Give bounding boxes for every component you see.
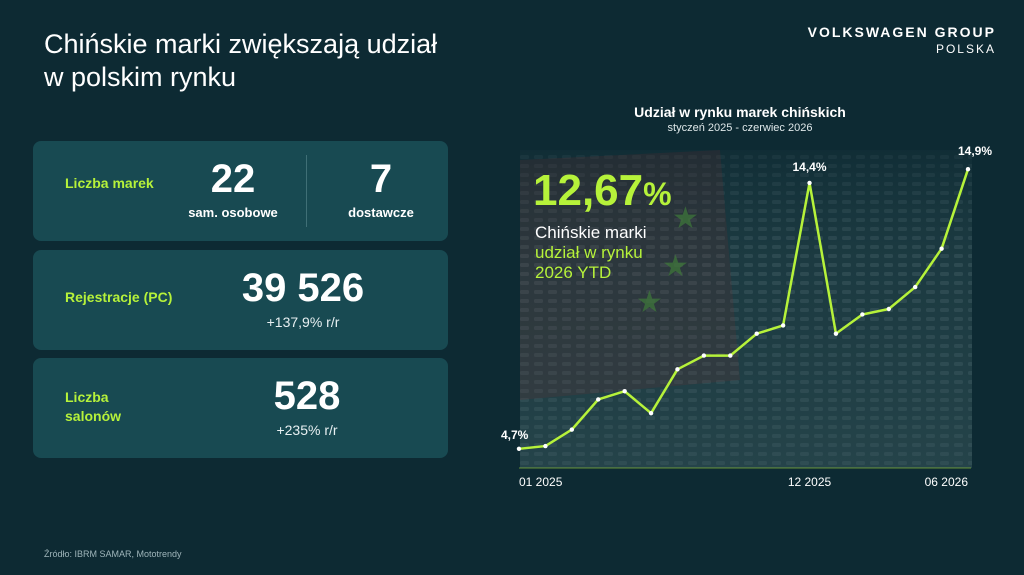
star-icon: ★ [672, 202, 699, 235]
data-point [807, 180, 812, 186]
chart-title: Udział w rynku marek chińskich [634, 104, 846, 120]
registrations-card: Rejestracje (PC) 39 526 +137,9% r/r [33, 250, 448, 350]
kpi-number: 12,67 [533, 166, 644, 215]
data-point [622, 389, 627, 394]
kpi-label-line2: udział w rynku [535, 243, 643, 262]
page-title: Chińskie marki zwiększają udział w polsk… [44, 28, 564, 94]
data-point [516, 446, 522, 452]
delivery-brands-value: 7 [369, 157, 393, 201]
data-point [675, 367, 680, 372]
passenger-brands-value: 22 [210, 157, 256, 201]
data-point [860, 312, 865, 317]
background-fade [520, 150, 972, 468]
data-point [728, 353, 733, 358]
x-tick-label: 01 2025 [519, 475, 563, 489]
flag-shade [520, 150, 740, 400]
dealers-change: +235% r/r [276, 422, 338, 438]
dealers-value: 528 [273, 374, 341, 418]
brands-label: Liczba marek [65, 175, 154, 191]
kpi-label-line3: 2026 YTD [535, 263, 612, 282]
data-point [543, 443, 548, 449]
kpi-label-line1: Chińskie marki [535, 223, 647, 242]
registrations-change: +137,9% r/r [266, 314, 340, 330]
x-tick-label: 06 2026 [925, 475, 969, 489]
series-line [518, 168, 970, 451]
registrations-label: Rejestracje (PC) [65, 289, 173, 305]
data-label: 4,7% [501, 428, 529, 442]
card-divider [306, 155, 307, 227]
title-line-2: w polskim rynku [44, 62, 237, 92]
data-point [912, 284, 918, 290]
brands-card: Liczba marek 22 sam. osobowe 7 dostawcze [33, 141, 448, 241]
registrations-value: 39 526 [241, 266, 365, 310]
data-point [569, 427, 575, 432]
data-point [965, 166, 971, 172]
data-point [886, 306, 891, 312]
data-point [701, 353, 707, 358]
data-point [833, 331, 839, 336]
data-label: 14,9% [958, 144, 992, 158]
data-point [596, 397, 601, 402]
star-icon: ★ [636, 286, 663, 319]
dealers-card: Liczba salonów 528 +235% r/r [33, 358, 448, 458]
kpi-value: 12,67% [533, 166, 672, 216]
chart-marks: 01 2025 12 2025 06 2026 4,7% 14,4% 14,9% [501, 144, 992, 489]
brand-line-2: POLSKA [935, 42, 996, 56]
brand-logo: VOLKSWAGEN GROUP POLSKA [808, 24, 996, 56]
data-point [780, 323, 786, 328]
passenger-brands-label: sam. osobowe [188, 205, 278, 220]
delivery-brands-label: dostawcze [348, 205, 414, 220]
kpi-unit: % [643, 176, 672, 212]
data-point [939, 246, 944, 251]
data-label: 14,4% [793, 160, 827, 174]
chart-subtitle: styczeń 2025 - czerwiec 2026 [667, 122, 813, 134]
title-line-1: Chińskie marki zwiększają udział [44, 29, 438, 59]
x-tick-label: 12 2025 [788, 475, 832, 489]
dealers-label: Liczba salonów [65, 389, 122, 424]
star-icon: ★ [662, 250, 689, 283]
source-note: Źródło: IBRM SAMAR, Mototrendy [44, 549, 182, 559]
data-point [648, 410, 654, 416]
brand-line-1: VOLKSWAGEN GROUP [807, 24, 996, 40]
data-point [754, 331, 759, 336]
